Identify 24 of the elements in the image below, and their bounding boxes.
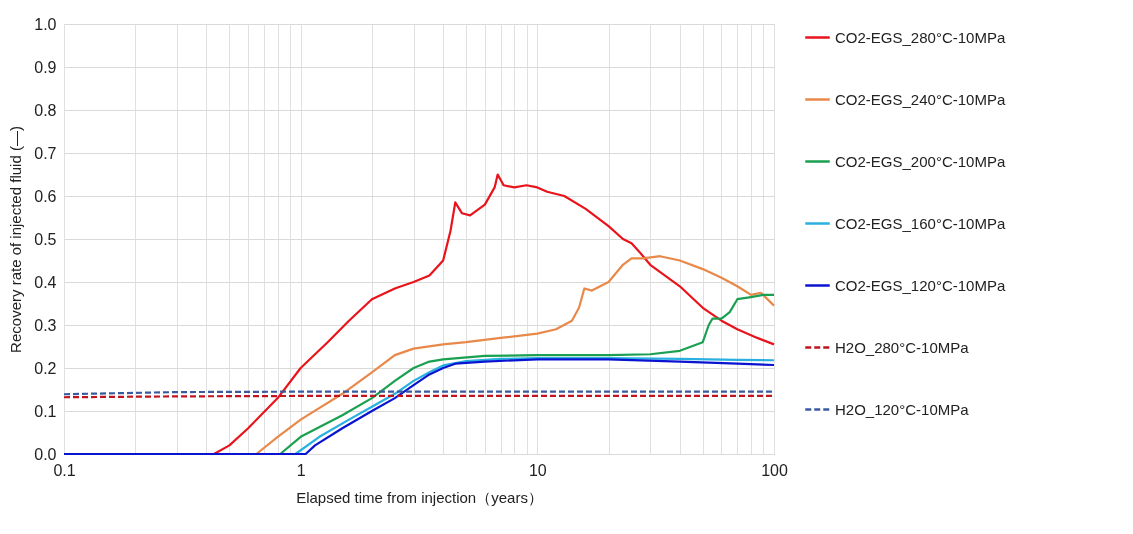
x-tick-label: 0.1 (53, 461, 76, 479)
x-tick-label: 1 (296, 461, 306, 479)
y-tick-label: 0.7 (34, 144, 57, 162)
y-tick-label: 0.3 (34, 316, 57, 334)
y-tick-label: 0.8 (34, 101, 57, 119)
y-tick-label: 1.0 (34, 15, 57, 33)
legend-label: H2O_120°C-10MPa (835, 400, 970, 418)
y-tick-label: 0.6 (34, 187, 57, 205)
legend-label: H2O_280°C-10MPa (835, 338, 970, 356)
legend-label: CO2-EGS_240°C-10MPa (835, 90, 1006, 108)
y-tick-label: 0.0 (34, 445, 57, 463)
legend-label: CO2-EGS_160°C-10MPa (835, 214, 1006, 232)
legend-label: CO2-EGS_200°C-10MPa (835, 152, 1006, 170)
legend-label: CO2-EGS_120°C-10MPa (835, 276, 1006, 294)
x-tick-label: 10 (528, 461, 547, 479)
x-tick-label: 100 (761, 461, 788, 479)
y-tick-label: 0.1 (34, 402, 57, 420)
y-tick-label: 0.9 (34, 58, 57, 76)
y-tick-label: 0.2 (34, 359, 57, 377)
y-tick-label: 0.4 (34, 273, 57, 291)
legend-label: CO2-EGS_280°C-10MPa (835, 28, 1006, 46)
y-tick-label: 0.5 (34, 230, 57, 248)
y-axis-title: Recovery rate of injected fluid (—) (7, 126, 25, 353)
x-axis-title: Elapsed time from injection（years） (296, 488, 543, 506)
